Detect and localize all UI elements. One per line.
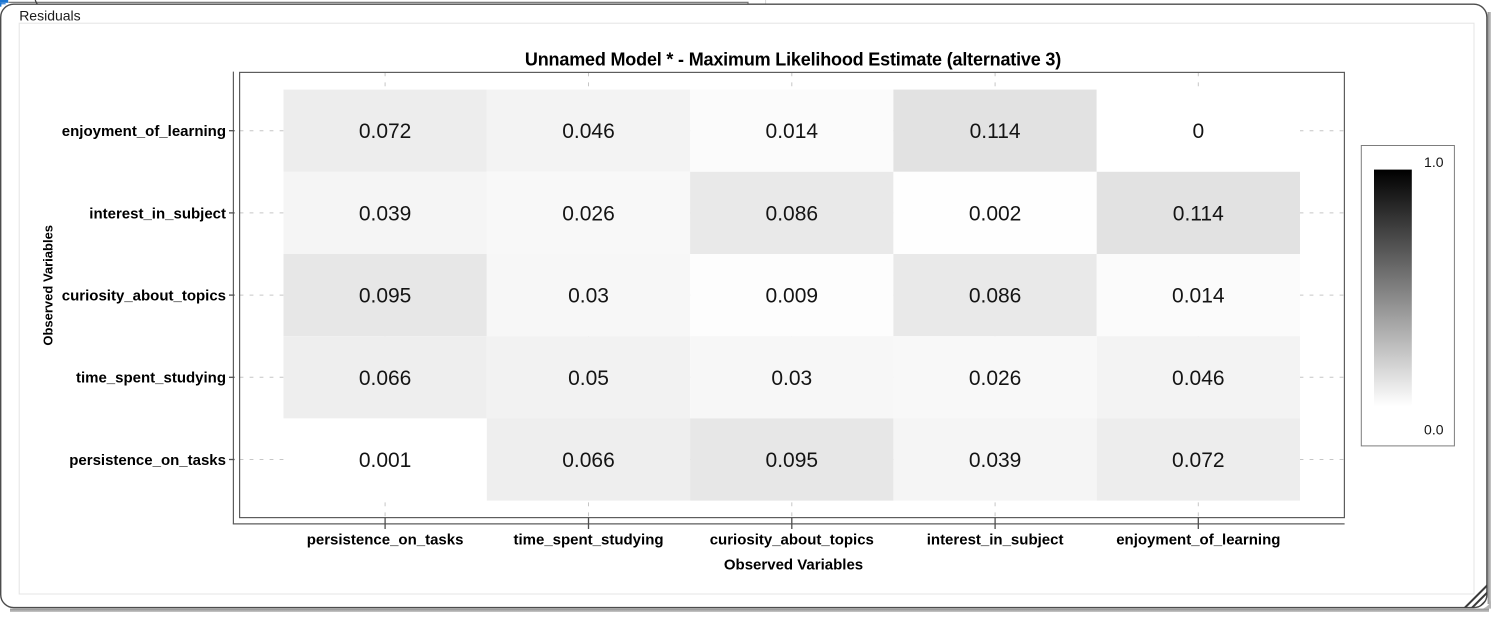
svg-text:0.014: 0.014 <box>1172 285 1225 308</box>
svg-text:0.039: 0.039 <box>969 449 1022 472</box>
svg-text:0.002: 0.002 <box>969 202 1022 225</box>
svg-text:0.001: 0.001 <box>359 449 412 472</box>
svg-text:Unnamed Model * - Maximum Like: Unnamed Model * - Maximum Likelihood Est… <box>525 50 1061 70</box>
svg-text:time_spent_studying: time_spent_studying <box>513 532 663 549</box>
svg-text:0.095: 0.095 <box>766 449 819 472</box>
svg-text:Observed Variables: Observed Variables <box>724 557 863 574</box>
svg-text:curiosity_about_topics: curiosity_about_topics <box>62 288 226 305</box>
svg-text:0.072: 0.072 <box>359 120 412 143</box>
svg-text:0.066: 0.066 <box>562 449 615 472</box>
svg-text:0.114: 0.114 <box>1173 202 1224 225</box>
svg-text:persistence_on_tasks: persistence_on_tasks <box>69 452 226 469</box>
svg-text:0.0: 0.0 <box>1424 422 1444 438</box>
svg-text:Observed Variables: Observed Variables <box>40 225 55 346</box>
svg-text:persistence_on_tasks: persistence_on_tasks <box>307 532 464 549</box>
svg-text:enjoyment_of_learning: enjoyment_of_learning <box>62 123 226 140</box>
svg-text:0.03: 0.03 <box>568 285 609 308</box>
svg-text:Residuals: Residuals <box>19 8 80 24</box>
svg-text:curiosity_about_topics: curiosity_about_topics <box>710 532 874 549</box>
svg-text:0.039: 0.039 <box>359 202 412 225</box>
svg-text:0: 0 <box>1192 120 1204 143</box>
svg-text:1.0: 1.0 <box>1424 154 1444 170</box>
svg-text:0.095: 0.095 <box>359 285 412 308</box>
svg-text:0.026: 0.026 <box>969 367 1022 390</box>
svg-text:0.086: 0.086 <box>766 202 819 225</box>
svg-text:0.03: 0.03 <box>771 367 812 390</box>
svg-text:0.05: 0.05 <box>568 367 609 390</box>
svg-text:time_spent_studying: time_spent_studying <box>76 370 226 387</box>
svg-text:interest_in_subject: interest_in_subject <box>927 532 1064 549</box>
svg-text:0.026: 0.026 <box>562 202 615 225</box>
svg-text:interest_in_subject: interest_in_subject <box>89 205 226 222</box>
svg-text:0.072: 0.072 <box>1172 449 1225 472</box>
svg-text:0.046: 0.046 <box>1172 367 1225 390</box>
svg-text:0.066: 0.066 <box>359 367 412 390</box>
svg-text:0.014: 0.014 <box>766 120 819 143</box>
svg-text:0.046: 0.046 <box>562 120 615 143</box>
svg-text:0.009: 0.009 <box>766 285 819 308</box>
svg-text:enjoyment_of_learning: enjoyment_of_learning <box>1116 532 1280 549</box>
svg-text:0.086: 0.086 <box>969 285 1022 308</box>
svg-text:0.114: 0.114 <box>970 120 1021 143</box>
